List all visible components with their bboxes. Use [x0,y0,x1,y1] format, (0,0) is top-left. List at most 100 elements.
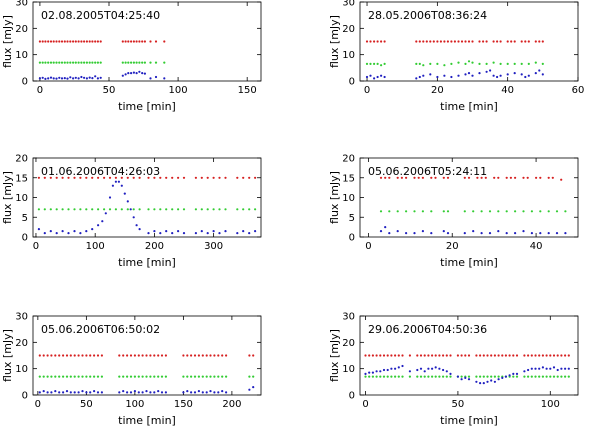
data-point [386,375,389,378]
y-tick-label: 0 [22,233,28,244]
data-point [555,232,559,235]
data-point [132,61,135,64]
data-point [138,228,141,231]
data-point [157,375,160,378]
y-axis-label: flux [mJy] [328,171,341,224]
data-point [527,62,530,65]
data-point [464,73,467,76]
series-1 [38,40,166,43]
series-2 [365,60,544,67]
data-point [38,40,42,43]
y-tick-label: 0 [22,77,28,88]
data-point [429,73,432,76]
data-point [46,354,49,357]
data-point [49,208,52,211]
data-point [442,368,445,372]
data-point [77,375,80,378]
data-point [206,208,209,211]
x-tick-label: 60 [572,85,585,96]
data-point [513,62,516,65]
data-point [89,391,92,394]
y-tick-label: 30 [15,312,28,323]
data-point [527,368,530,372]
data-point [463,176,466,179]
data-point [438,375,441,378]
data-point [382,368,386,372]
data-point [77,77,80,80]
data-point [62,375,65,378]
data-point [85,354,88,357]
data-point [430,232,433,235]
data-point [163,61,166,64]
data-point [423,370,426,373]
data-point [77,354,80,357]
x-tick-label: 150 [174,399,193,410]
data-point [83,61,86,64]
data-point [497,354,500,357]
data-point [556,354,559,357]
data-point [91,40,94,43]
data-point [41,61,44,64]
data-point [538,40,541,43]
data-point [108,208,112,211]
data-point [163,77,166,80]
y-tick-label: 30 [15,0,28,9]
data-point [122,390,125,393]
data-point [376,75,379,79]
data-point [171,232,174,235]
data-point [171,176,174,179]
data-point [564,232,567,235]
data-point [383,62,386,65]
data-point [364,372,367,375]
data-point [530,367,533,370]
data-point [509,176,512,179]
data-point [535,176,538,179]
data-point [371,371,374,374]
data-point [504,354,507,357]
data-point [434,176,437,179]
data-point [46,375,49,378]
data-point [200,176,203,179]
data-point [41,40,44,43]
data-point [418,62,421,65]
data-point [130,72,133,75]
x-tick-label: 20 [431,85,444,96]
data-point [194,176,197,179]
data-point [37,228,41,231]
data-point [434,354,437,357]
data-point [534,61,537,64]
data-point [182,375,185,378]
data-point [118,375,121,378]
data-point [165,208,168,211]
data-point [456,375,459,378]
data-point [496,75,499,79]
data-point [564,210,567,213]
data-point [538,354,541,357]
data-point [490,375,493,378]
data-point [547,176,550,179]
data-point [80,75,83,79]
data-point [467,375,471,378]
data-point [138,176,141,179]
data-point [177,176,180,179]
data-point [79,232,82,235]
data-point [527,375,530,378]
data-point [93,354,96,357]
data-point [38,354,41,357]
data-point [114,208,117,211]
data-point [88,40,91,43]
data-point [129,208,132,211]
data-point [442,176,445,179]
data-point [171,208,174,211]
data-point [463,210,466,213]
data-point [416,368,419,372]
data-point [114,176,117,179]
data-point [37,176,41,179]
data-point [514,176,517,179]
data-point [379,230,383,233]
data-point [457,61,460,64]
data-point [449,372,452,375]
data-point [74,76,77,79]
data-point [62,354,65,357]
data-point [515,372,519,375]
